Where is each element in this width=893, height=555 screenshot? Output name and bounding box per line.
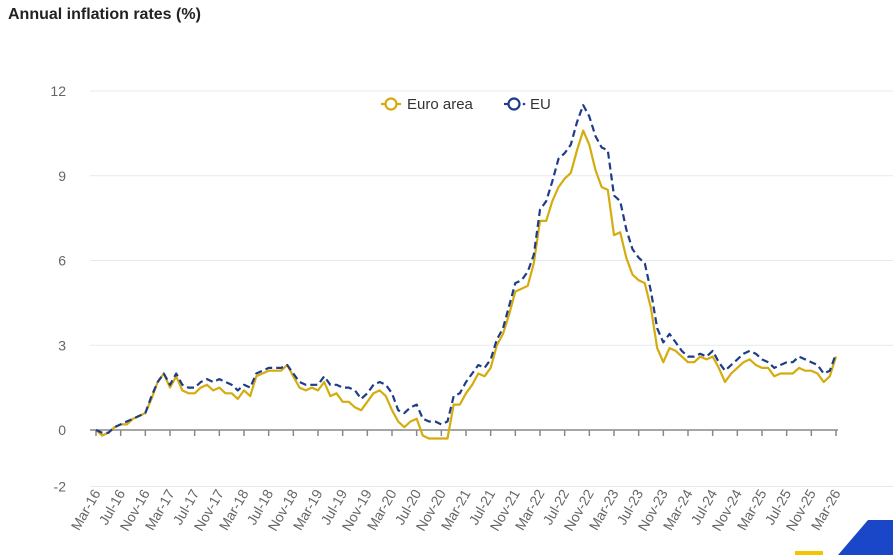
y-tick-label: 3	[58, 337, 66, 353]
series-line-eu	[95, 104, 838, 434]
corner-accent	[838, 520, 893, 555]
y-tick-label: -2	[54, 479, 67, 495]
chart-title: Annual inflation rates (%)	[8, 6, 201, 23]
legend-marker-icon	[384, 97, 398, 111]
y-tick-label: 12	[50, 83, 66, 99]
legend-label: EU	[530, 96, 551, 113]
corner-accent-bar	[795, 551, 823, 555]
legend-marker-icon	[507, 97, 521, 111]
x-tick-label: Mar-16	[68, 486, 104, 533]
y-tick-label: 6	[58, 253, 66, 269]
y-tick-label: 0	[58, 422, 66, 438]
y-tick-label: 9	[58, 168, 66, 184]
series-line-euro-area	[95, 129, 838, 440]
legend-dot	[522, 102, 526, 106]
legend: Euro area EU	[381, 96, 551, 113]
legend-label: Euro area	[407, 96, 474, 113]
